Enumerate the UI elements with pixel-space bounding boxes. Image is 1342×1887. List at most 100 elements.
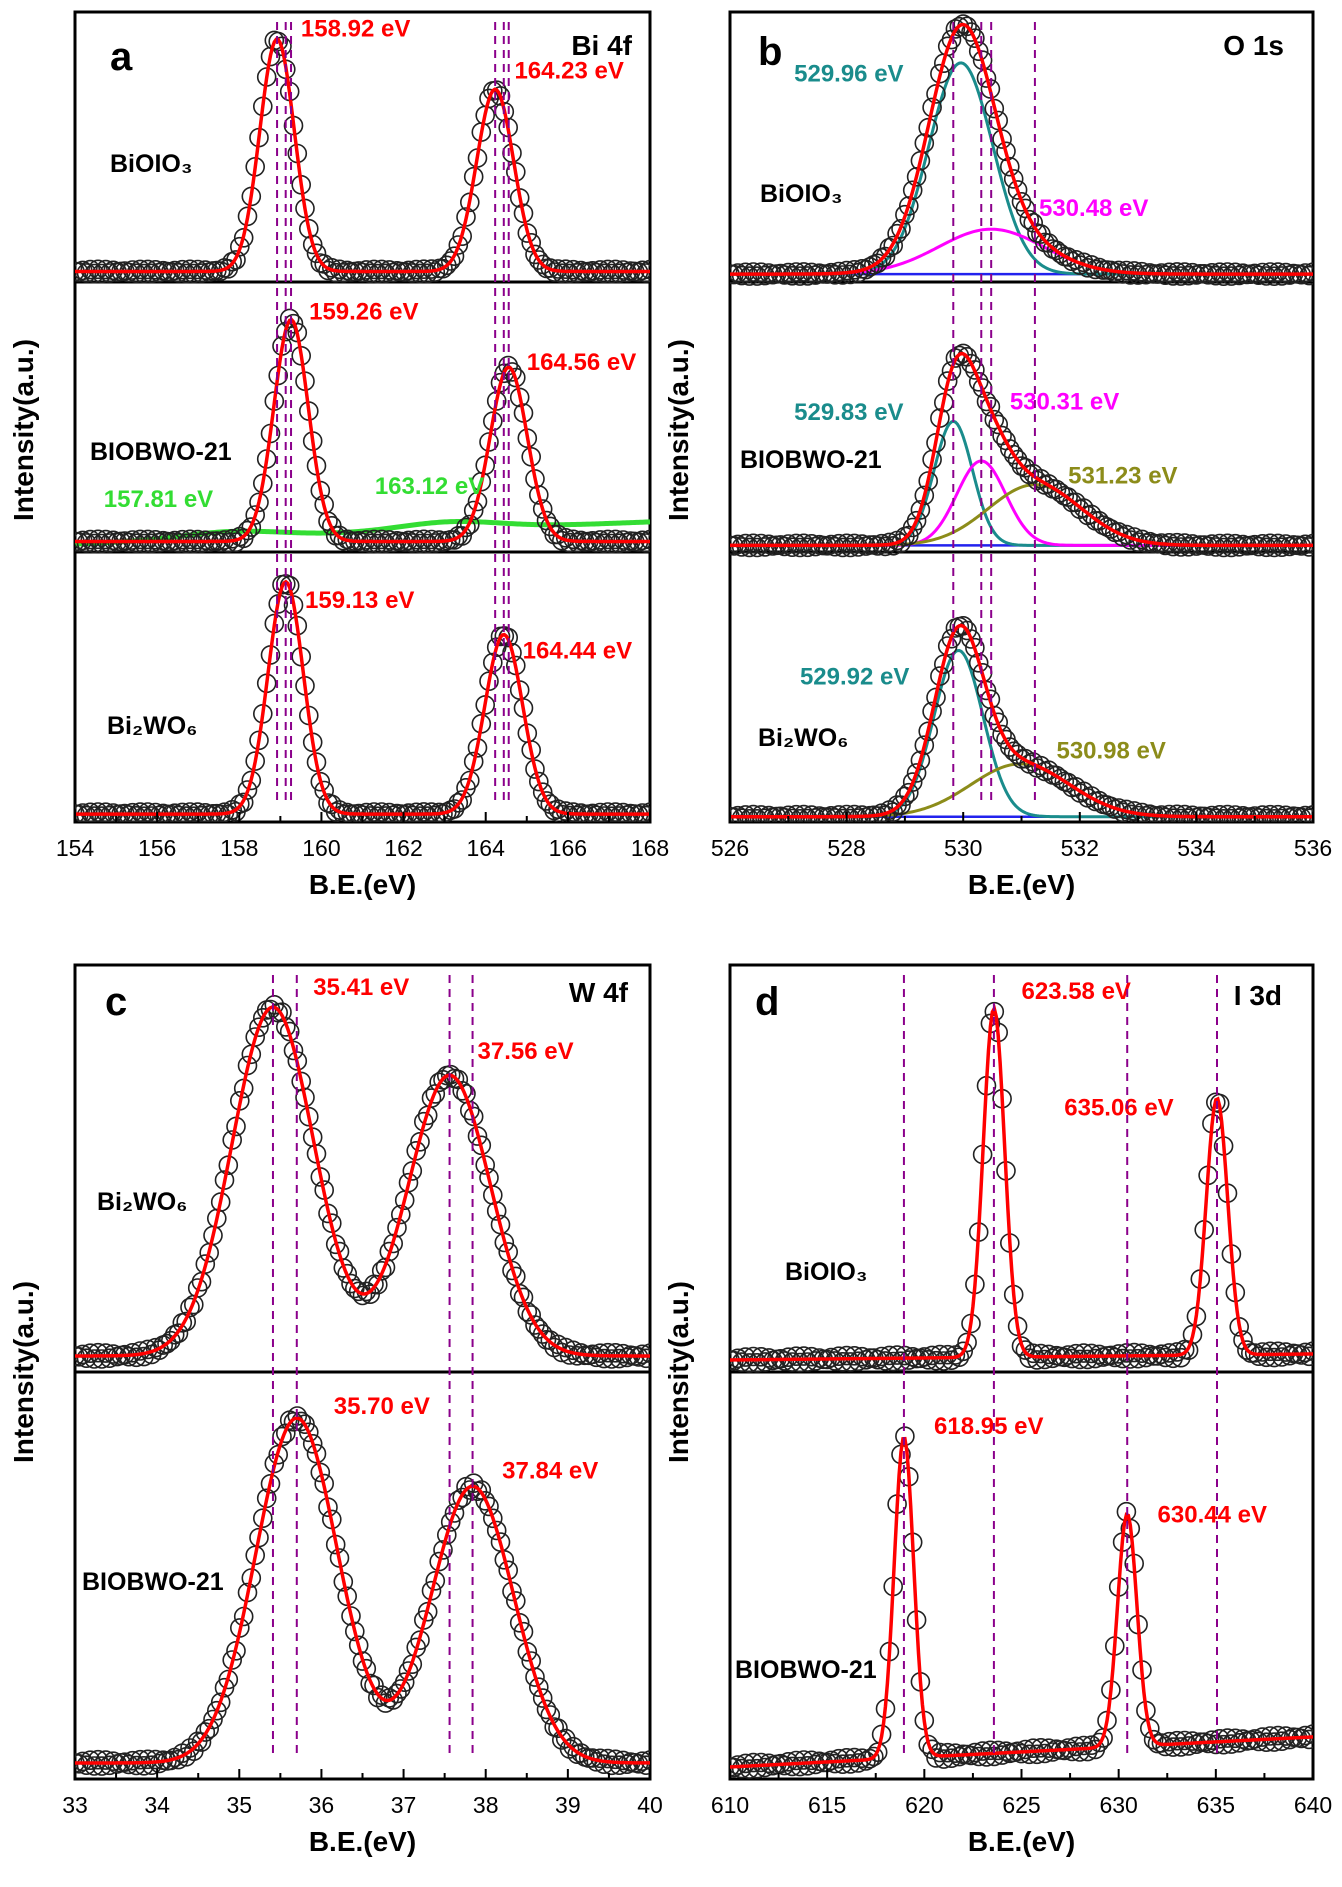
data-point xyxy=(902,772,923,792)
data-point xyxy=(1070,1349,1090,1370)
data-point xyxy=(92,263,112,284)
data-point xyxy=(1264,809,1284,822)
data-point xyxy=(138,529,158,550)
component-peak-1 xyxy=(730,419,1313,547)
data-point xyxy=(640,1750,650,1770)
data-point xyxy=(1167,262,1187,282)
data-point xyxy=(609,533,630,554)
data-point xyxy=(1073,1735,1094,1756)
data-point xyxy=(793,262,814,282)
data-point xyxy=(237,520,258,541)
data-point xyxy=(1182,1324,1203,1345)
element-label: W 4f xyxy=(569,977,629,1008)
data-point xyxy=(848,1351,869,1371)
data-point xyxy=(1268,804,1288,822)
data-point xyxy=(797,808,818,822)
subplot-1 xyxy=(75,30,650,284)
data-point xyxy=(536,1699,557,1720)
data-point xyxy=(601,1755,622,1776)
data-point xyxy=(918,1350,939,1370)
data-point xyxy=(482,1508,503,1529)
data-point xyxy=(1295,1725,1313,1746)
data-point xyxy=(640,802,650,822)
peak-label: 623.58 eV xyxy=(1022,978,1131,1005)
data-markers xyxy=(730,1001,1313,1373)
fit-envelope-line xyxy=(730,1436,1313,1769)
data-point xyxy=(532,1324,553,1344)
data-point xyxy=(891,219,911,239)
data-point xyxy=(1256,1732,1277,1752)
data-point xyxy=(1260,262,1280,282)
data-point xyxy=(747,537,768,558)
data-point xyxy=(283,313,304,334)
data-point xyxy=(1027,1350,1047,1370)
x-tick-label: 158 xyxy=(220,835,258,861)
data-point xyxy=(521,1651,542,1671)
data-point xyxy=(88,529,108,550)
data-point xyxy=(1221,266,1242,286)
subplot-1 xyxy=(730,1001,1313,1373)
data-point xyxy=(1256,808,1277,822)
data-point xyxy=(582,1748,603,1768)
plot-area xyxy=(75,994,650,1776)
data-point xyxy=(540,258,561,278)
x-tick-label: 160 xyxy=(302,835,340,861)
data-point xyxy=(76,1755,97,1775)
data-point xyxy=(1128,1348,1148,1369)
data-point xyxy=(922,1345,942,1366)
peak-label: 618.95 eV xyxy=(934,1413,1043,1440)
data-point xyxy=(187,1278,208,1298)
data-point xyxy=(1260,533,1280,554)
data-point xyxy=(80,259,101,280)
data-point xyxy=(965,360,985,380)
data-point xyxy=(965,637,985,658)
data-point xyxy=(1163,1737,1183,1757)
data-point xyxy=(844,1747,865,1768)
sample-label: BiOIO₃ xyxy=(110,150,192,178)
data-point xyxy=(786,1346,806,1366)
data-point xyxy=(836,1345,857,1366)
data-point xyxy=(747,809,767,822)
data-point xyxy=(1260,1726,1280,1746)
fit-envelope-line xyxy=(75,1416,650,1765)
data-point xyxy=(636,1348,650,1369)
peak-label: 529.83 eV xyxy=(794,399,903,426)
data-point xyxy=(1155,1736,1176,1757)
data-point xyxy=(1174,262,1195,282)
data-point xyxy=(371,1261,392,1281)
data-point xyxy=(1209,1729,1230,1749)
data-point xyxy=(832,537,853,558)
data-point xyxy=(241,770,262,791)
data-point xyxy=(245,505,265,525)
data-point xyxy=(782,1352,803,1372)
data-point xyxy=(875,1351,896,1371)
subplot-3 xyxy=(730,615,1313,822)
data-point xyxy=(80,1750,101,1770)
peak-label: 164.23 eV xyxy=(514,58,623,85)
data-point xyxy=(786,804,806,822)
data-point xyxy=(597,259,618,280)
data-point xyxy=(968,41,989,62)
data-point xyxy=(1178,1736,1199,1756)
data-markers xyxy=(75,308,650,554)
data-point xyxy=(306,1443,327,1464)
data-point xyxy=(735,533,756,554)
data-point xyxy=(751,1347,771,1367)
data-point xyxy=(302,1434,323,1454)
fit-envelope-line xyxy=(75,37,650,274)
data-point xyxy=(329,800,350,820)
sample-label: Bi₂WO₆ xyxy=(758,724,849,752)
data-point xyxy=(429,1072,450,1093)
data-point xyxy=(999,439,1020,459)
data-point xyxy=(80,802,101,822)
x-tick-label: 526 xyxy=(711,835,749,861)
data-point xyxy=(272,1002,292,1023)
subplot-2 xyxy=(730,343,1313,558)
data-point xyxy=(790,537,810,558)
data-point xyxy=(1221,537,1242,558)
data-point xyxy=(298,1422,319,1443)
data-point xyxy=(797,1352,818,1372)
data-point xyxy=(482,652,503,673)
panel-d: BiOIO₃ 623.58 eV 635.06 eV BIOBWO-21 618.95 … xyxy=(663,963,1332,1857)
data-point xyxy=(895,204,915,225)
